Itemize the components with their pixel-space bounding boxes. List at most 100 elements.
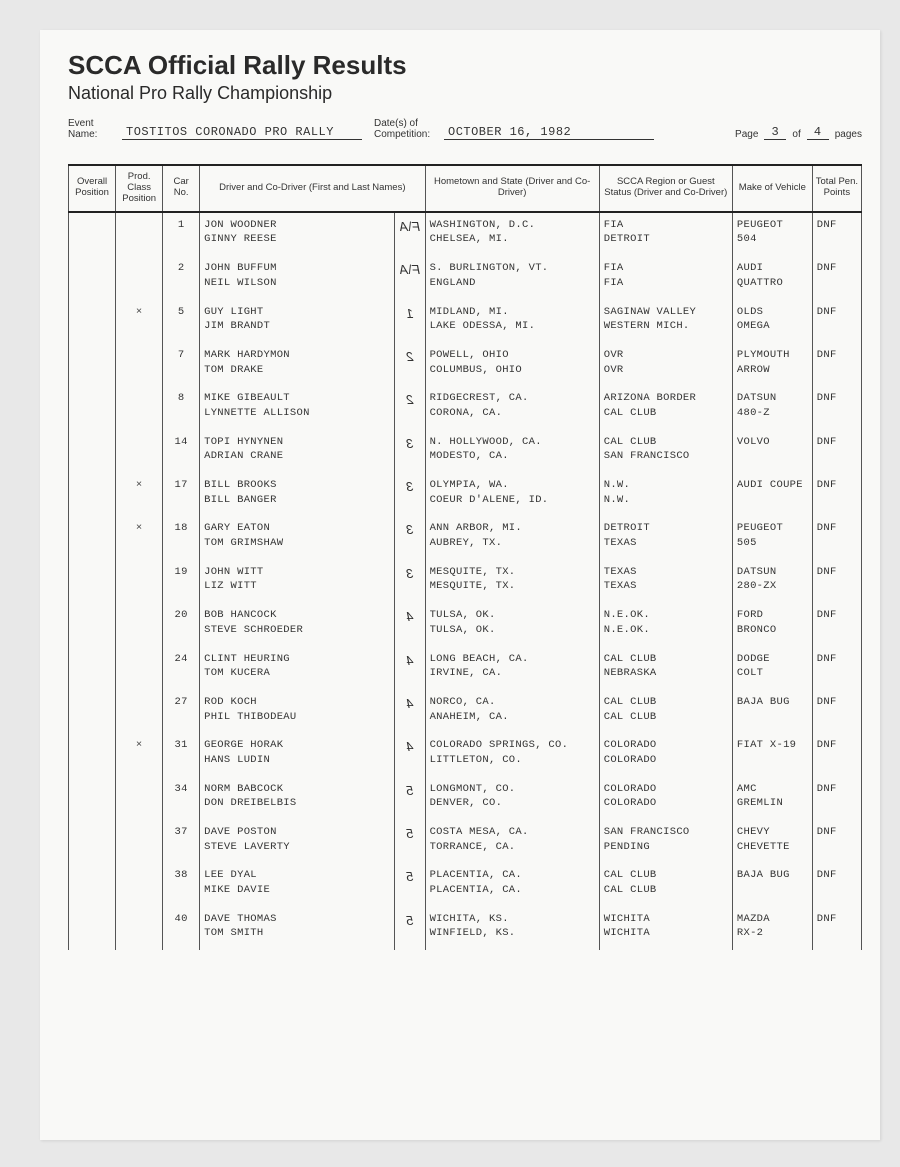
cell-region: COLORADOCOLORADO [599,777,732,820]
cell-hometown: POWELL, OHIOCOLUMBUS, OHIO [425,343,599,386]
cell-make: BAJA BUG [732,690,812,733]
cell-class-mark [116,386,163,429]
cell-handwritten: 4 [394,733,425,776]
cell-handwritten: 1 [394,300,425,343]
cell-driver: MARK HARDYMONTOM DRAKE [200,343,395,386]
page-container: SCCA Official Rally Results National Pro… [40,30,880,1140]
cell-hometown: WICHITA, KS.WINFIELD, KS. [425,907,599,950]
dates-label: Date(s) of Competition: [374,118,438,140]
cell-driver: GUY LIGHTJIM BRANDT [200,300,395,343]
cell-overall [69,300,116,343]
cell-handwritten: 4 [394,647,425,690]
cell-make: MAZDARX-2 [732,907,812,950]
cell-carno: 20 [163,603,200,646]
cell-hometown: N. HOLLYWOOD, CA.MODESTO, CA. [425,430,599,473]
table-row: ×17BILL BROOKSBILL BANGER3OLYMPIA, WA.CO… [69,473,862,516]
cell-pen: DNF [812,863,861,906]
cell-overall [69,430,116,473]
cell-class-mark [116,777,163,820]
cell-carno: 19 [163,560,200,603]
cell-class-mark [116,212,163,256]
page-label-c: pages [835,129,862,140]
cell-overall [69,647,116,690]
cell-overall [69,386,116,429]
cell-handwritten: 3 [394,430,425,473]
cell-carno: 5 [163,300,200,343]
col-class: Prod. Class Position [116,165,163,212]
cell-driver: TOPI HYNYNENADRIAN CRANE [200,430,395,473]
cell-handwritten: F\A [394,212,425,256]
cell-class-mark [116,603,163,646]
cell-carno: 14 [163,430,200,473]
cell-class-mark [116,863,163,906]
cell-class-mark [116,647,163,690]
cell-handwritten: 3 [394,560,425,603]
page-label-a: Page [735,129,758,140]
table-row: 40DAVE THOMASTOM SMITH5WICHITA, KS.WINFI… [69,907,862,950]
cell-region: CAL CLUBCAL CLUB [599,690,732,733]
col-region: SCCA Region or Guest Status (Driver and … [599,165,732,212]
cell-region: COLORADOCOLORADO [599,733,732,776]
cell-handwritten: 5 [394,863,425,906]
cell-handwritten: 2 [394,386,425,429]
cell-overall [69,820,116,863]
table-row: ×31GEORGE HORAKHANS LUDIN4COLORADO SPRIN… [69,733,862,776]
cell-hometown: LONGMONT, CO.DENVER, CO. [425,777,599,820]
cell-region: FIADETROIT [599,212,732,256]
cell-pen: DNF [812,212,861,256]
cell-make: PLYMOUTHARROW [732,343,812,386]
cell-hometown: OLYMPIA, WA.COEUR D'ALENE, ID. [425,473,599,516]
cell-region: N.E.OK.N.E.OK. [599,603,732,646]
results-table: Overall Position Prod. Class Position Ca… [68,164,862,950]
cell-driver: JON WOODNERGINNY REESE [200,212,395,256]
cell-driver: JOHN BUFFUMNEIL WILSON [200,256,395,299]
page-title: SCCA Official Rally Results [68,50,862,81]
table-row: 34NORM BABCOCKDON DREIBELBIS5LONGMONT, C… [69,777,862,820]
cell-driver: DAVE POSTONSTEVE LAVERTY [200,820,395,863]
cell-pen: DNF [812,560,861,603]
col-make: Make of Vehicle [732,165,812,212]
table-row: ×18GARY EATONTOM GRIMSHAW3ANN ARBOR, MI.… [69,516,862,559]
cell-carno: 37 [163,820,200,863]
table-row: 2JOHN BUFFUMNEIL WILSONF\AS. BURLINGTON,… [69,256,862,299]
cell-pen: DNF [812,647,861,690]
dates-value: OCTOBER 16, 1982 [444,125,654,140]
cell-class-mark [116,690,163,733]
cell-make: BAJA BUG [732,863,812,906]
cell-class-mark [116,430,163,473]
cell-class-mark: × [116,473,163,516]
cell-make: AUDIQUATTRO [732,256,812,299]
cell-region: TEXASTEXAS [599,560,732,603]
cell-make: FIAT X-19 [732,733,812,776]
cell-handwritten: 3 [394,516,425,559]
cell-driver: CLINT HEURINGTOM KUCERA [200,647,395,690]
cell-hometown: MIDLAND, MI.LAKE ODESSA, MI. [425,300,599,343]
cell-region: ARIZONA BORDERCAL CLUB [599,386,732,429]
cell-class-mark [116,907,163,950]
page-subtitle: National Pro Rally Championship [68,83,862,104]
cell-region: SAGINAW VALLEYWESTERN MICH. [599,300,732,343]
cell-pen: DNF [812,386,861,429]
cell-overall [69,343,116,386]
event-label: Event Name: [68,118,116,140]
cell-hometown: TULSA, OK.TULSA, OK. [425,603,599,646]
cell-handwritten: 5 [394,907,425,950]
cell-region: DETROITTEXAS [599,516,732,559]
cell-handwritten: 5 [394,820,425,863]
cell-pen: DNF [812,516,861,559]
cell-pen: DNF [812,907,861,950]
cell-pen: DNF [812,777,861,820]
cell-make: VOLVO [732,430,812,473]
table-row: 27ROD KOCHPHIL THIBODEAU4NORCO, CA.ANAHE… [69,690,862,733]
table-row: 8MIKE GIBEAULTLYNNETTE ALLISON2RIDGECRES… [69,386,862,429]
page-total: 4 [807,125,829,140]
cell-region: CAL CLUBCAL CLUB [599,863,732,906]
cell-overall [69,473,116,516]
cell-handwritten: 4 [394,603,425,646]
meta-row: Event Name: TOSTITOS CORONADO PRO RALLY … [68,118,862,140]
cell-hometown: COLORADO SPRINGS, CO.LITTLETON, CO. [425,733,599,776]
cell-region: CAL CLUBSAN FRANCISCO [599,430,732,473]
cell-carno: 17 [163,473,200,516]
table-row: 38LEE DYALMIKE DAVIE5PLACENTIA, CA.PLACE… [69,863,862,906]
cell-make: OLDSOMEGA [732,300,812,343]
